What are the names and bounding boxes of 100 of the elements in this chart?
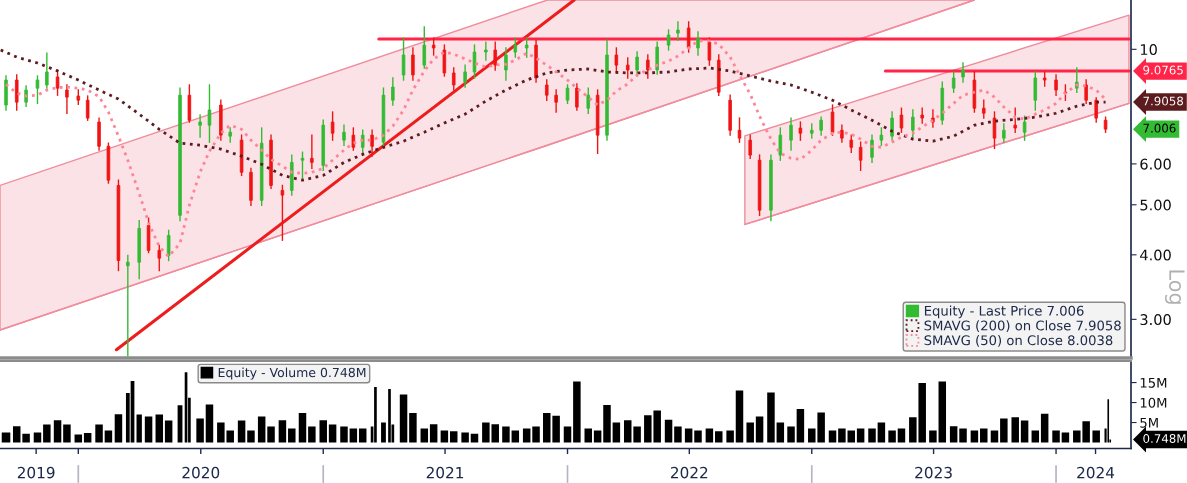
- candlestick: [55, 69, 60, 96]
- bar: [288, 428, 296, 443]
- candlestick: [198, 114, 202, 138]
- legend-label: Equity - Last Price 7.006: [924, 305, 1084, 319]
- candlestick: [351, 127, 356, 151]
- bar: [349, 428, 358, 443]
- candlestick: [870, 134, 874, 164]
- bar: [340, 426, 348, 443]
- bar: [532, 426, 540, 443]
- candlestick: [554, 89, 558, 113]
- candlestick: [391, 77, 395, 106]
- x-tick-label: 2023: [915, 466, 952, 479]
- candlestick: [401, 37, 406, 81]
- bar: [461, 432, 469, 443]
- y-tick-label: 4.00: [1140, 249, 1171, 261]
- candlestick: [1022, 115, 1027, 141]
- bar: [420, 428, 429, 443]
- candlestick: [830, 104, 835, 136]
- x-tick-label: 2024: [1077, 466, 1115, 479]
- bar: [796, 408, 805, 443]
- bar: [888, 430, 896, 443]
- bar: [949, 426, 958, 443]
- bar: [746, 422, 754, 443]
- bar: [53, 420, 62, 443]
- candlestick: [65, 84, 69, 114]
- bar: [205, 404, 214, 443]
- bar: [196, 418, 204, 443]
- candlestick: [992, 111, 997, 150]
- bar: [358, 428, 367, 443]
- candlestick: [635, 51, 639, 77]
- annotation: 7.9058: [1143, 96, 1184, 106]
- candlestick: [166, 229, 171, 262]
- bar: [63, 424, 71, 443]
- bar: [593, 430, 602, 443]
- candlestick: [126, 254, 130, 357]
- bar: [22, 433, 30, 443]
- candlestick: [45, 52, 49, 89]
- bar: [74, 434, 83, 443]
- bar: [970, 430, 979, 443]
- y-tick-label: 10M: [1140, 397, 1167, 408]
- legend-label: SMAVG (200) on Close 7.9058: [924, 320, 1121, 333]
- bar: [440, 430, 449, 443]
- bar: [715, 431, 723, 443]
- bar: [298, 412, 307, 443]
- candlestick: [1013, 107, 1017, 133]
- candlestick: [524, 37, 529, 58]
- candlestick: [911, 109, 915, 138]
- bar: [573, 381, 581, 443]
- line-series: [0, 48, 1107, 182]
- bar: [95, 424, 103, 443]
- bar: [735, 390, 744, 443]
- candlestick: [961, 62, 965, 83]
- candlestick: [899, 107, 904, 133]
- y-axis-title: Log: [1165, 270, 1185, 304]
- candlestick: [1094, 97, 1098, 123]
- candlestick: [951, 71, 956, 93]
- bar: [247, 430, 255, 443]
- bar: [1011, 417, 1019, 443]
- bar: [929, 430, 937, 443]
- candlestick: [545, 79, 549, 101]
- candlestick: [890, 111, 894, 141]
- bar: [755, 416, 764, 443]
- bar: [1040, 413, 1049, 443]
- bar: [584, 428, 592, 443]
- candlestick: [85, 95, 90, 121]
- bar: [449, 431, 458, 443]
- candlestick: [472, 44, 477, 79]
- bar: [12, 426, 21, 443]
- candlestick: [35, 75, 40, 105]
- bar: [990, 430, 999, 443]
- bar: [328, 424, 337, 443]
- bar: [136, 414, 142, 443]
- bar: [308, 426, 316, 443]
- candlestick: [655, 41, 659, 75]
- candlestick: [819, 116, 823, 136]
- candlestick: [484, 41, 488, 61]
- bar: [33, 432, 42, 443]
- bar: [684, 428, 693, 443]
- bar: [237, 420, 246, 443]
- bar: [144, 416, 153, 443]
- y-tick-label: 15M: [1140, 377, 1167, 388]
- candlestick: [300, 151, 305, 179]
- bar: [694, 430, 702, 443]
- candlestick: [707, 37, 712, 66]
- bar: [959, 428, 967, 443]
- bar: [633, 426, 641, 443]
- bar: [674, 426, 682, 443]
- candlestick: [24, 85, 28, 107]
- candlestick: [442, 44, 447, 77]
- bar: [664, 419, 673, 443]
- candlestick: [614, 47, 619, 73]
- bar: [623, 420, 632, 443]
- bar: [43, 424, 51, 443]
- bar: [767, 392, 775, 443]
- bar: [856, 428, 865, 443]
- candlestick: [1084, 79, 1088, 105]
- x-tick-label: 2020: [182, 466, 220, 479]
- bar: [938, 381, 947, 443]
- candlestick: [646, 54, 650, 79]
- candlestick: [370, 129, 374, 157]
